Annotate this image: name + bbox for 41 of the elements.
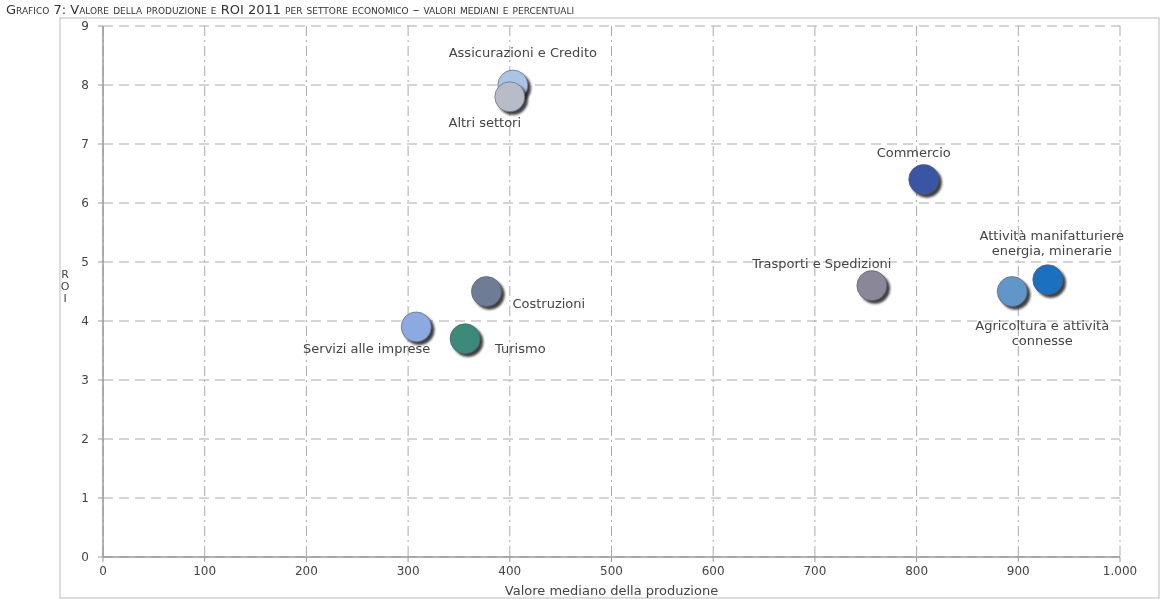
point [494,81,526,113]
point [996,276,1028,307]
y-tick-label: 5 [81,255,89,270]
y-tick-label: 8 [81,78,89,93]
point [1032,264,1064,295]
text: Agricoltura e attività connesse [975,317,1110,348]
x-tick-label: 800 [905,564,929,578]
series-label: Attività manifatturiere energia, minerarie [979,227,1125,258]
x-tick-label: 200 [294,564,318,578]
y-tick-label: 2 [81,432,89,447]
series-label: Trasporti e Spedizioni [751,255,892,271]
y-tick-label: 6 [81,196,89,211]
x-tick-label: 700 [803,564,827,578]
series-label: Altri settori [448,114,522,130]
series-label: Costruzioni [512,295,586,311]
y-tick-label: 0 [81,550,89,565]
y-tick-label: 7 [81,137,89,152]
x-tick-label: 300 [396,564,420,578]
x-tick-label: 400 [498,564,522,578]
y-tick-label: 9 [81,19,89,34]
series-label: Commercio [876,145,951,161]
x-tick-label: 0 [99,564,107,578]
series-label: Servizi alle imprese [303,340,431,356]
x-tick-label: 1.000 [1102,564,1138,578]
x-tick-label: 900 [1006,564,1030,578]
y-tick-label: 4 [81,314,89,329]
series-label: Assicurazioni e Credito [448,45,598,60]
point [471,276,502,307]
point [400,311,432,343]
series-label: Turismo [494,340,546,356]
y-tick-label: 3 [81,373,89,388]
x-tick-label: 500 [600,564,623,578]
y-tick-label: 1 [81,491,89,506]
x-tick-label: 600 [701,564,725,578]
y-axis-title: ROI [60,267,70,305]
point [856,270,888,301]
chart-title: Grafico 7: Valore della produzione e ROI 2011 per settore economico – valori mediani e percentuali [6,2,575,17]
x-tick-label: 100 [193,564,217,578]
point [449,323,481,354]
x-axis-title: Valore mediano della produzione [504,583,719,598]
point [908,164,940,195]
